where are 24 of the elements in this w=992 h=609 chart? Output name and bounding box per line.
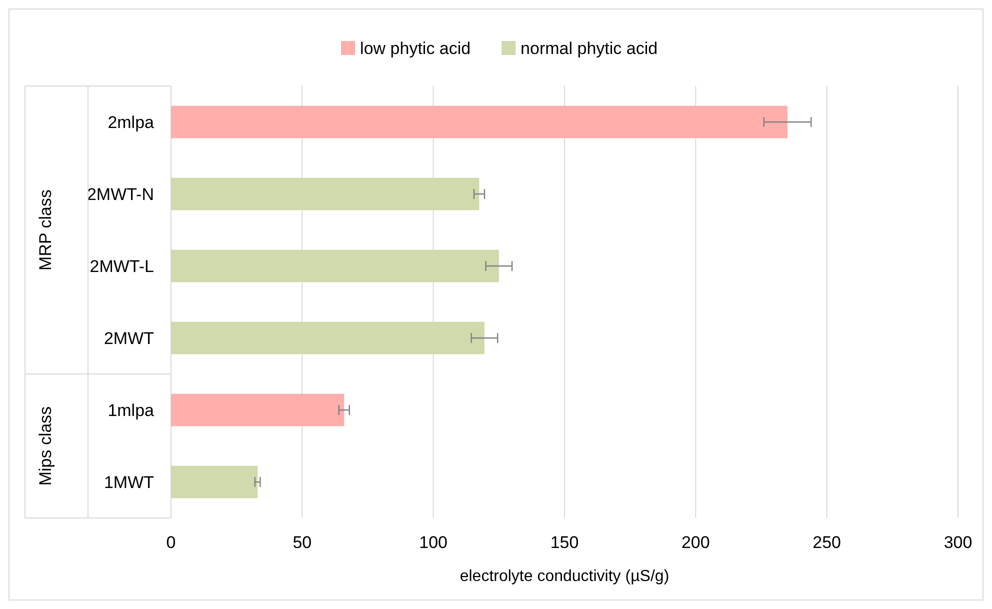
x-tick-label: 100	[419, 533, 448, 552]
x-tick-label: 150	[550, 533, 579, 552]
x-tick-label: 50	[292, 533, 312, 552]
y-tick-label: 2MWT	[104, 329, 154, 348]
bar	[171, 394, 344, 426]
bar	[171, 178, 480, 210]
x-tick-label: 200	[681, 533, 710, 552]
bar	[171, 250, 499, 282]
y-tick-label: 1MWT	[104, 473, 154, 492]
bar	[171, 466, 258, 498]
legend-label: normal phytic acid	[520, 39, 658, 58]
legend-label: low phytic acid	[360, 39, 471, 58]
y-tick-label: 2MWT-N	[86, 185, 154, 204]
text: Mips class	[36, 406, 55, 486]
bar	[171, 322, 484, 354]
y-tick-label: 1mlpa	[108, 401, 155, 420]
x-tick-label: 300	[944, 533, 972, 552]
x-tick-label: 0	[166, 533, 176, 552]
y-tick-label: 2MWT-L	[90, 257, 154, 276]
bar	[171, 106, 788, 138]
y-tick-label: 2mlpa	[108, 113, 155, 132]
x-tick-label: 250	[812, 533, 842, 552]
x-axis-title: electrolyte conductivity (µS/g)	[460, 568, 670, 585]
text: MRP class	[36, 190, 55, 270]
